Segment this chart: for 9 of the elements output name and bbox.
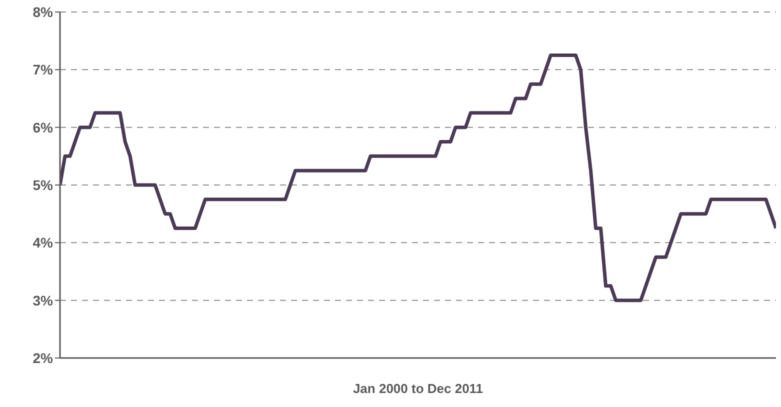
- y-tick-label: 4%: [32, 234, 54, 251]
- x-axis-title: Jan 2000 to Dec 2011: [352, 381, 484, 396]
- y-tick-label: 6%: [32, 119, 54, 136]
- y-tick-label: 8%: [32, 4, 54, 20]
- y-tick-label: 7%: [32, 62, 54, 78]
- y-tick-label: 2%: [32, 350, 54, 366]
- y-tick-label: 5%: [32, 176, 54, 193]
- line-series: [60, 54, 776, 302]
- y-tick-label: 3%: [32, 292, 54, 308]
